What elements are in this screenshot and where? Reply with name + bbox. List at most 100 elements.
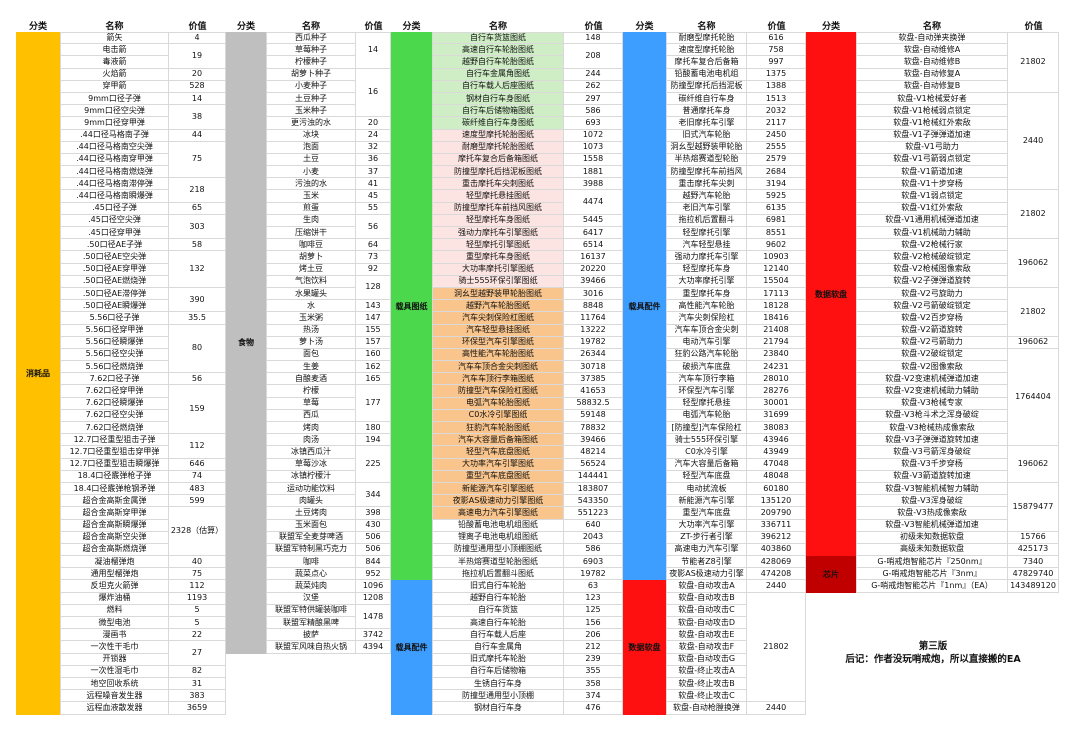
category-cell: 消耗品	[16, 32, 60, 715]
value-cell: 19782	[564, 336, 623, 349]
name-cell: 越野汽车轮胎图纸	[432, 300, 564, 313]
name-cell: 通用型榴弹炮	[60, 568, 169, 581]
value-cell: 2440	[1008, 92, 1059, 191]
name-cell: 软盘-V3箭道旋转加速	[856, 470, 1008, 483]
value-cell: 2440	[747, 580, 806, 593]
name-cell: 软盘-V2枪械行家	[856, 239, 1008, 252]
name-cell: 玉米种子	[266, 105, 356, 118]
name-cell: 9mm口径空尖弹	[60, 105, 169, 118]
name-cell: 耐磨型摩托轮胎	[666, 32, 747, 45]
name-cell: 耐磨型摩托轮胎图纸	[432, 141, 564, 154]
value-cell: 16	[356, 68, 391, 118]
name-cell: 远程噪音发生器	[60, 690, 169, 703]
value-cell: 165	[356, 373, 391, 386]
table-group-consumables: 分类 名称 价值 消耗品 箭矢 电击箭 毒液箭 火焰箭 穿甲箭 9mm口径子弹 9mm口径空尖弹 9m…	[16, 19, 226, 715]
name-cell: 超合金高斯穿甲弹	[60, 507, 169, 520]
name-cell: 玉米	[266, 190, 356, 203]
category-cell: 载具图纸	[391, 32, 432, 581]
name-cell: 穿甲箭	[60, 80, 169, 93]
name-cell: 重型摩托车身图纸	[432, 251, 564, 264]
name-cell: 软盘-V2子弹弹道旋转	[856, 275, 1008, 288]
name-cell: 防撞型摩托车前挡风	[666, 166, 747, 179]
value-cell: 2684	[747, 166, 806, 179]
name-cell: 软盘-V1弓助力	[856, 141, 1008, 154]
name-cell: 轻型汽车底盘	[666, 470, 747, 483]
name-cell: 旧式汽车轮胎	[666, 129, 747, 142]
value-cell: 14	[169, 92, 226, 106]
name-cell: 开锁器	[60, 653, 169, 666]
name-cell: 拖拉机后置翻斗	[666, 214, 747, 227]
value-cell: 336711	[747, 519, 806, 532]
name-cell: 越野汽车轮胎	[666, 190, 747, 203]
value-cell: 212	[564, 641, 623, 654]
value-cell: 56	[169, 373, 226, 386]
value-cell: 528	[169, 80, 226, 93]
name-cell: 初级未知数据软盘	[856, 531, 1008, 544]
value-cell: 180	[356, 422, 391, 435]
value-cell: 344	[356, 482, 391, 508]
table-groups-container: 分类 名称 价值 消耗品 箭矢 电击箭 毒液箭 火焰箭 穿甲箭 9mm口径子弹 9mm口径空尖弹 9m…	[16, 19, 1059, 715]
value-cell: 693	[564, 117, 623, 130]
name-cell: 热汤	[266, 324, 356, 337]
value-cell: 390	[169, 287, 226, 313]
name-cell: 柠檬	[266, 385, 356, 398]
name-cell: 远程血液散发器	[60, 702, 169, 715]
name-cell: 软盘-V3子弹弹道旋转加速	[856, 434, 1008, 447]
name-cell: 超合金高斯空尖弹	[60, 531, 169, 544]
value-cell: 5445	[564, 214, 623, 227]
name-cell: 玉米面包	[266, 519, 356, 532]
value-cell: 28276	[747, 385, 806, 398]
name-cell: 高速电力汽车引擎	[666, 543, 747, 557]
name-cell: 柠檬种子	[266, 56, 356, 69]
name-cell: 软盘-V2破绽锁定	[856, 348, 1008, 362]
name-cell: 半热熔赛道型轮胎	[666, 153, 747, 167]
name-cell: 强动力摩托车引擎图纸	[432, 227, 564, 240]
name-cell: 汽车轻型悬挂图纸	[432, 324, 564, 337]
name-cell: 软盘-V1箭道加速	[856, 166, 1008, 179]
name-cell: 速度型摩托轮胎	[666, 44, 747, 57]
name-cell: 污浊的水	[266, 178, 356, 191]
name-cell: 软盘-V1通用机械弹道加速	[856, 214, 1008, 227]
name-cell: 新能源汽车引擎	[666, 495, 747, 508]
name-cell: 高速自行车轮胎	[432, 617, 564, 630]
value-cell: 43949	[747, 446, 806, 459]
name-cell: 软盘-V1子弹弹道加速	[856, 129, 1008, 142]
name-cell: 夜影AS极速动力引擎图纸	[432, 495, 564, 508]
name-cell: 凝油榴弹炮	[60, 556, 169, 569]
value-cell: 147	[356, 312, 391, 325]
value-cell: 40	[169, 556, 226, 569]
value-cell: 5925	[747, 190, 806, 203]
value-cell: 6903	[564, 556, 623, 569]
name-cell: 铅酸蓄电池电机组	[666, 68, 747, 81]
name-cell: 烤肉	[266, 422, 356, 435]
name-cell: 洞幺型越野装甲轮胎图纸	[432, 287, 564, 301]
name-cell: 碳纤维自行车身图纸	[432, 117, 564, 130]
value-cell: 5	[169, 604, 226, 617]
value-cell: 4	[169, 32, 226, 45]
value-cell: 60180	[747, 482, 806, 496]
name-cell: 煎蛋	[266, 202, 356, 215]
value-cell: 27	[169, 641, 226, 666]
value-cell: 4394	[356, 641, 391, 654]
name-cell: 软盘-自动攻击F	[666, 641, 747, 654]
name-cell: 一次性干毛巾	[60, 641, 169, 654]
value-cell: 196062	[1008, 446, 1059, 483]
name-cell: 环保型汽车引擎	[666, 385, 747, 398]
value-cell: 56	[356, 214, 391, 240]
name-cell: 狂豹汽车轮胎图纸	[432, 422, 564, 435]
value-cell: 24231	[747, 361, 806, 374]
value-cell: 41653	[564, 385, 623, 398]
name-cell: 联盟军精酿黑啤	[266, 617, 356, 630]
name-cell: 自行车货篮图纸	[432, 32, 564, 45]
value-cell: 194	[356, 434, 391, 447]
name-cell: 软盘-V2枪械图像索敌	[856, 263, 1008, 276]
value-cell: 1193	[169, 592, 226, 605]
name-cell: .44口径马格南瞬爆弹	[60, 190, 169, 203]
name-cell: 软盘-V3浑身破绽	[856, 495, 1008, 508]
name-cell: 老旧汽车引擎	[666, 202, 747, 215]
name-cell: 软盘-V1枪械弱点锁定	[856, 105, 1008, 118]
name-cell: 咖啡	[266, 556, 356, 569]
name-cell: 燃料	[60, 604, 169, 617]
name-cell: 防撞型摩托车前挡风图纸	[432, 202, 564, 215]
value-cell: 112	[169, 580, 226, 593]
